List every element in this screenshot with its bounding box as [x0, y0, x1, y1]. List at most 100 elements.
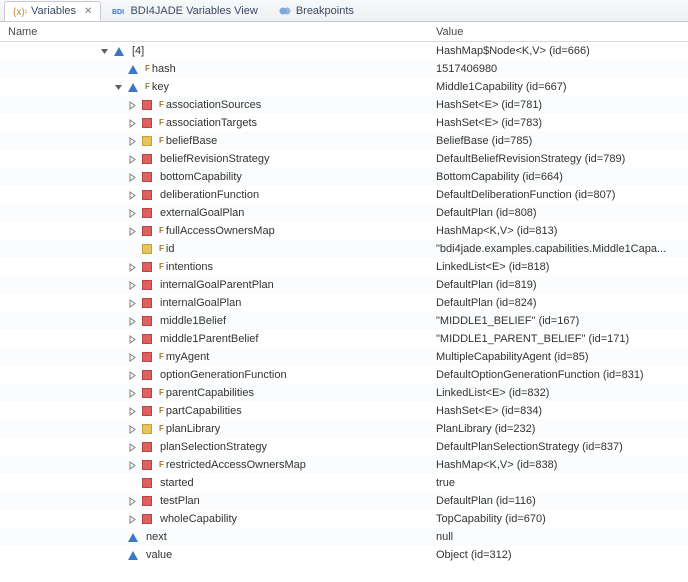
- tree-row[interactable]: nextnull: [0, 528, 688, 546]
- chevron-right-icon[interactable]: [126, 153, 138, 165]
- chevron-right-icon[interactable]: [126, 117, 138, 129]
- tab-bdi4jade[interactable]: BDI BDI4JADE Variables View: [103, 1, 266, 21]
- chevron-right-icon[interactable]: [126, 333, 138, 345]
- variable-name: intentions: [166, 258, 213, 276]
- field-icon: [140, 386, 154, 400]
- tree-row[interactable]: FparentCapabilitiesLinkedList<E> (id=832…: [0, 384, 688, 402]
- chevron-right-icon[interactable]: [126, 495, 138, 507]
- tree-row[interactable]: beliefRevisionStrategyDefaultBeliefRevis…: [0, 150, 688, 168]
- chevron-right-icon[interactable]: [126, 225, 138, 237]
- field-icon: [140, 296, 154, 310]
- variable-name: restrictedAccessOwnersMap: [166, 456, 306, 474]
- tree-row[interactable]: middle1ParentBelief "MIDDLE1_PARENT_BELIE…: [0, 330, 688, 348]
- svg-text:BDI: BDI: [112, 9, 124, 16]
- close-icon[interactable]: ✕: [84, 6, 92, 17]
- tree-row[interactable]: internalGoalPlanDefaultPlan (id=824): [0, 294, 688, 312]
- chevron-right-icon[interactable]: [126, 189, 138, 201]
- field-icon: [140, 458, 154, 472]
- final-marker-icon: F: [159, 96, 164, 114]
- tree-row[interactable]: internalGoalParentPlanDefaultPlan (id=81…: [0, 276, 688, 294]
- name-cell: testPlan: [0, 492, 432, 510]
- variable-value: true: [432, 474, 688, 492]
- tree-row[interactable]: wholeCapabilityTopCapability (id=670): [0, 510, 688, 528]
- triangle-icon: [126, 530, 140, 544]
- chevron-right-icon[interactable]: [126, 351, 138, 363]
- final-marker-icon: F: [159, 348, 164, 366]
- chevron-down-icon[interactable]: [98, 45, 110, 57]
- tree-row[interactable]: FrestrictedAccessOwnersMapHashMap<K,V> (…: [0, 456, 688, 474]
- chevron-right-icon[interactable]: [126, 423, 138, 435]
- tree-row[interactable]: FplanLibraryPlanLibrary (id=232): [0, 420, 688, 438]
- tab-variables[interactable]: (x)= Variables ✕: [4, 1, 101, 21]
- variable-value: 1517406980: [432, 60, 688, 78]
- chevron-right-icon[interactable]: [126, 315, 138, 327]
- variable-value: DefaultPlan (id=116): [432, 492, 688, 510]
- tree-row[interactable]: planSelectionStrategyDefaultPlanSelectio…: [0, 438, 688, 456]
- chevron-right-icon[interactable]: [126, 297, 138, 309]
- chevron-right-icon[interactable]: [126, 405, 138, 417]
- header-value[interactable]: Value: [432, 26, 688, 38]
- chevron-right-icon[interactable]: [126, 387, 138, 399]
- name-cell: optionGenerationFunction: [0, 366, 432, 384]
- variable-value: DefaultBeliefRevisionStrategy (id=789): [432, 150, 688, 168]
- variable-value: Object (id=312): [432, 546, 688, 564]
- field-icon: [140, 422, 154, 436]
- final-marker-icon: F: [159, 456, 164, 474]
- variable-name: beliefBase: [166, 132, 217, 150]
- chevron-right-icon[interactable]: [126, 441, 138, 453]
- chevron-right-icon[interactable]: [126, 513, 138, 525]
- tree-row[interactable]: optionGenerationFunctionDefaultOptionGen…: [0, 366, 688, 384]
- variable-value: HashSet<E> (id=781): [432, 96, 688, 114]
- tree-row[interactable]: FassociationTargetsHashSet<E> (id=783): [0, 114, 688, 132]
- chevron-right-icon[interactable]: [126, 261, 138, 273]
- tree-row[interactable]: FbeliefBaseBeliefBase (id=785): [0, 132, 688, 150]
- tree-row[interactable]: Fhash1517406980: [0, 60, 688, 78]
- tree-row[interactable]: FintentionsLinkedList<E> (id=818): [0, 258, 688, 276]
- tree-row[interactable]: middle1Belief "MIDDLE1_BELIEF" (id=167): [0, 312, 688, 330]
- variable-value: "MIDDLE1_BELIEF" (id=167): [432, 312, 688, 330]
- variable-name: internalGoalParentPlan: [160, 276, 274, 294]
- variable-name: middle1Belief: [160, 312, 226, 330]
- field-icon: [140, 278, 154, 292]
- name-cell: Fkey: [0, 78, 432, 96]
- field-icon: [140, 98, 154, 112]
- tree-row[interactable]: FkeyMiddle1Capability (id=667): [0, 78, 688, 96]
- name-cell: externalGoalPlan: [0, 204, 432, 222]
- tab-label: Breakpoints: [296, 5, 354, 17]
- chevron-right-icon[interactable]: [126, 99, 138, 111]
- tree-row[interactable]: valueObject (id=312): [0, 546, 688, 564]
- chevron-down-icon[interactable]: [112, 81, 124, 93]
- tree-row[interactable]: startedtrue: [0, 474, 688, 492]
- variable-value: "bdi4jade.examples.capabilities.Middle1C…: [432, 240, 688, 258]
- tree-row[interactable]: FpartCapabilitiesHashSet<E> (id=834): [0, 402, 688, 420]
- field-icon: [140, 332, 154, 346]
- final-marker-icon: F: [159, 240, 164, 258]
- variable-name: deliberationFunction: [160, 186, 259, 204]
- tree-row[interactable]: FmyAgentMultipleCapabilityAgent (id=85): [0, 348, 688, 366]
- variable-name: associationTargets: [166, 114, 257, 132]
- tree-row[interactable]: FassociationSourcesHashSet<E> (id=781): [0, 96, 688, 114]
- tree-row[interactable]: [4]HashMap$Node<K,V> (id=666): [0, 42, 688, 60]
- breakpoints-icon: [278, 4, 292, 18]
- field-icon: [140, 260, 154, 274]
- chevron-right-icon[interactable]: [126, 279, 138, 291]
- tree-row[interactable]: Fid"bdi4jade.examples.capabilities.Middl…: [0, 240, 688, 258]
- variable-value: "MIDDLE1_PARENT_BELIEF" (id=171): [432, 330, 688, 348]
- tree-row[interactable]: deliberationFunctionDefaultDeliberationF…: [0, 186, 688, 204]
- tree-row[interactable]: FfullAccessOwnersMapHashMap<K,V> (id=813…: [0, 222, 688, 240]
- tree-row[interactable]: externalGoalPlanDefaultPlan (id=808): [0, 204, 688, 222]
- chevron-right-icon[interactable]: [126, 459, 138, 471]
- chevron-right-icon[interactable]: [126, 135, 138, 147]
- chevron-right-icon[interactable]: [126, 171, 138, 183]
- variable-name: myAgent: [166, 348, 209, 366]
- chevron-right-icon[interactable]: [126, 369, 138, 381]
- tree-row[interactable]: testPlanDefaultPlan (id=116): [0, 492, 688, 510]
- twisty-spacer: [126, 243, 138, 255]
- chevron-right-icon[interactable]: [126, 207, 138, 219]
- tree-row[interactable]: bottomCapabilityBottomCapability (id=664…: [0, 168, 688, 186]
- variable-name: hash: [152, 60, 176, 78]
- final-marker-icon: F: [159, 420, 164, 438]
- variable-name: middle1ParentBelief: [160, 330, 258, 348]
- header-name[interactable]: Name: [0, 26, 432, 38]
- tab-breakpoints[interactable]: Breakpoints: [269, 1, 363, 21]
